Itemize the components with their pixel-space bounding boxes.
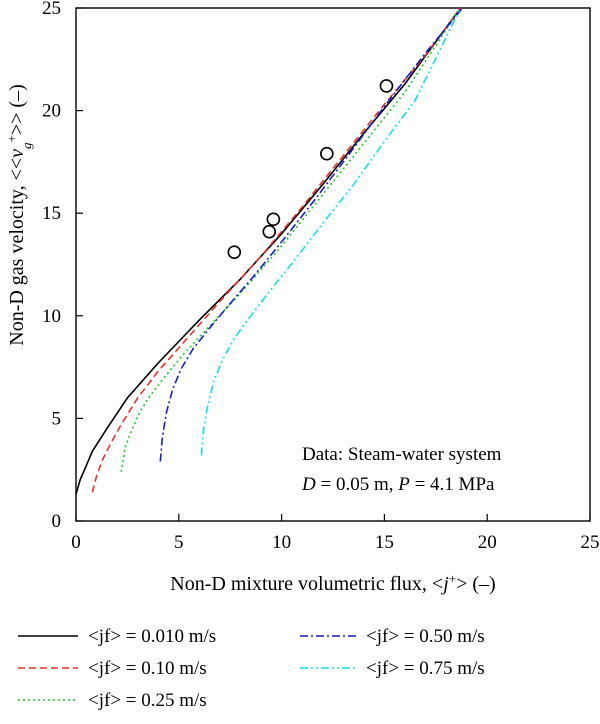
legend-label-1: <jf> = 0.010 m/s [88,626,216,647]
legend: <jf> = 0.010 m/s <jf> = 0.10 m/s <jf> = 0.… [18,626,485,711]
plot-area: 0 5 10 15 20 25 0 5 10 15 20 25 [42,0,600,553]
x-axis-label: Non-D mixture volumetric flux, <j+> (–) [170,571,495,596]
series-line-1 [75,7,462,495]
series-line-3 [120,7,462,472]
legend-label-5: <jf> = 0.75 m/s [366,658,485,679]
y-axis-label: Non-D gas velocity, <<vg+>> (–) [4,84,34,346]
y-tick-label: 5 [52,408,62,429]
y-tick-label: 15 [42,203,61,224]
data-point-marker [379,79,394,93]
data-point-marker [266,212,281,227]
x-tick-label: 0 [71,532,81,553]
x-tick-label: 5 [174,532,184,553]
legend-label-4: <jf> = 0.50 m/s [366,626,485,647]
axis-ticks: 0 5 10 15 20 25 0 5 10 15 20 25 [42,0,600,553]
y-tick-label: 20 [42,101,61,122]
x-tick-label: 20 [478,532,497,553]
legend-label-3: <jf> = 0.25 m/s [88,690,207,711]
data-point-marker [227,245,242,259]
y-tick-label: 0 [52,511,62,532]
series-line-5 [200,7,462,456]
data-markers [227,79,394,259]
x-tick-label: 25 [581,532,600,553]
plot-frame [75,7,591,522]
legend-label-2: <jf> = 0.10 m/s [88,658,207,679]
data-point-marker [262,224,277,239]
x-tick-label: 10 [272,532,291,553]
annotation-line-2: D = 0.05 m, P = 4.1 MPa [301,474,495,495]
annotation-line-1: Data: Steam-water system [302,444,502,465]
data-point-marker [320,146,334,161]
y-tick-label: 10 [42,306,61,327]
series-layer [75,7,464,495]
series-line-2 [91,7,462,493]
annotation: Data: Steam-water system D = 0.05 m, P =… [301,444,502,495]
series-line-4 [159,7,464,462]
x-tick-label: 15 [375,532,394,553]
y-tick-label: 25 [42,0,61,19]
